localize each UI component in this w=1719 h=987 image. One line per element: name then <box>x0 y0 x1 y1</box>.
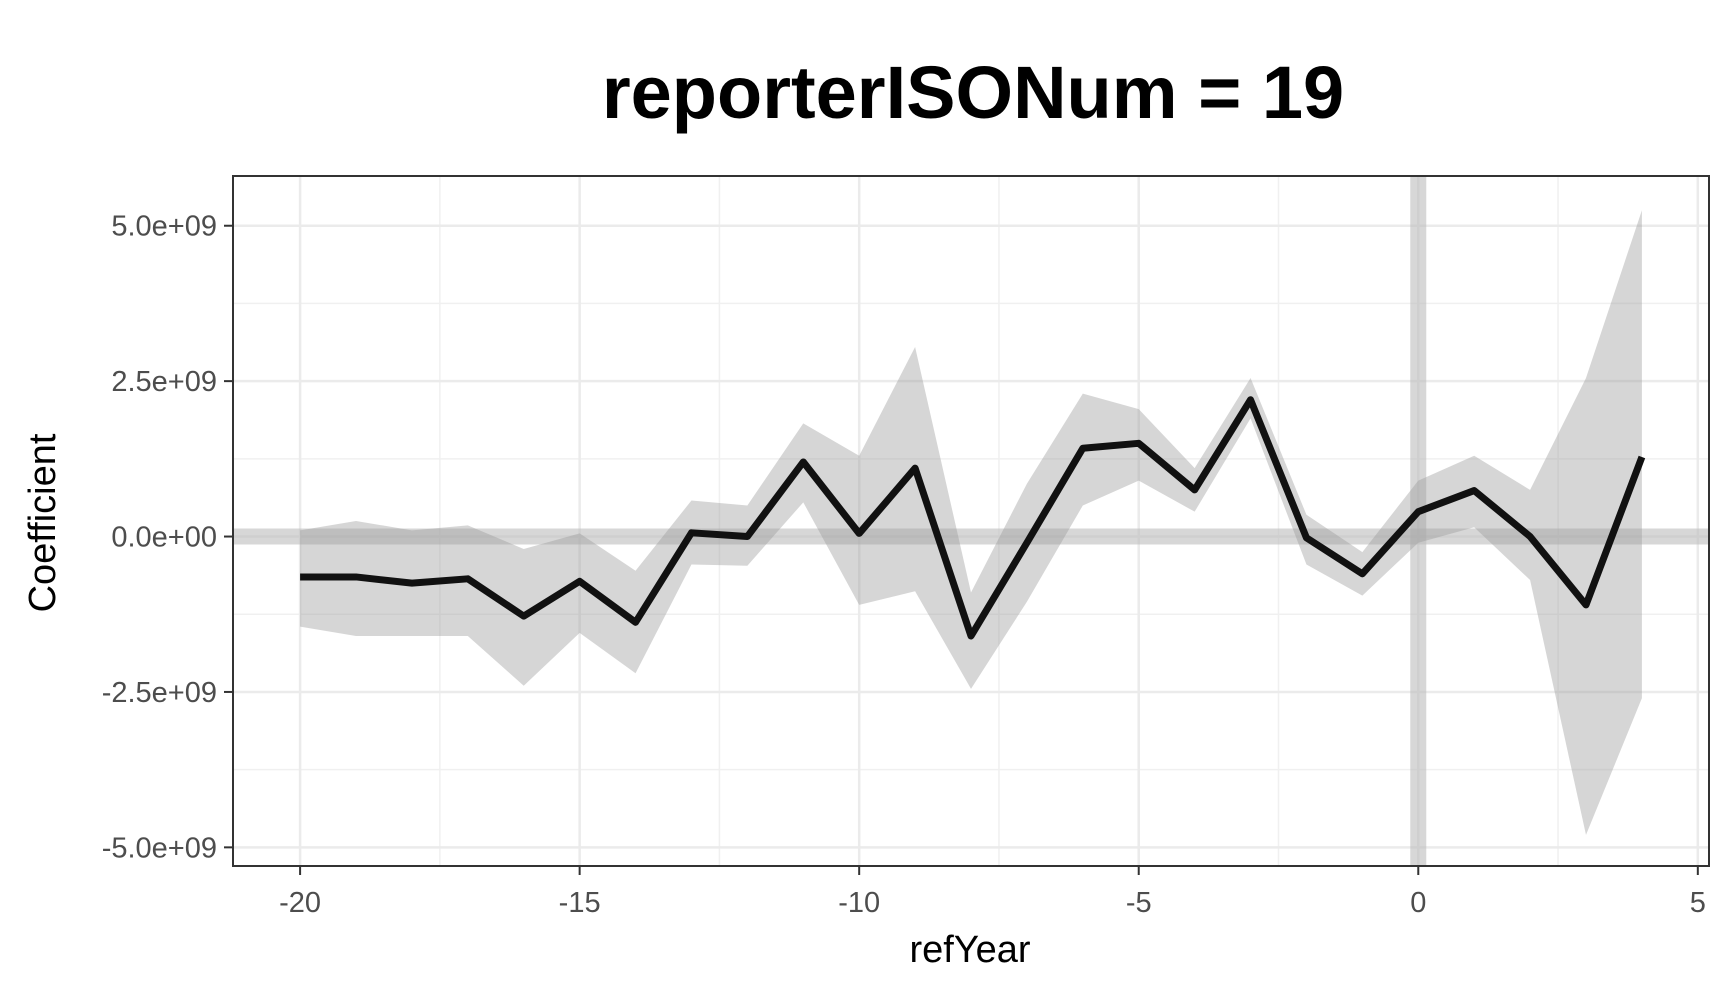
x-tick-label: 5 <box>1690 887 1706 919</box>
x-tick-label: -5 <box>1126 887 1152 919</box>
y-tick-label: 2.5e+09 <box>111 366 217 398</box>
y-tick-label: 0.0e+00 <box>111 522 217 554</box>
y-tick-label: -5.0e+09 <box>102 832 217 864</box>
x-tick-label: -10 <box>838 887 880 919</box>
plot-panel: -20 -15 -10 -5 0 5 5.0e+09 2.5e+09 0.0e+00 -2.5e+… <box>102 175 1710 919</box>
y-tick-label: 5.0e+09 <box>111 211 217 243</box>
y-tick-label: -2.5e+09 <box>102 677 217 709</box>
x-tick-label: -20 <box>279 887 321 919</box>
panel-border <box>232 175 1710 867</box>
y-axis-title: Coefficient <box>22 433 64 612</box>
chart-title: reporterISONum = 19 <box>602 51 1344 134</box>
coefficient-line <box>300 396 1646 640</box>
x-tick-label: 0 <box>1410 887 1426 919</box>
x-tick-label: -15 <box>559 887 601 919</box>
x-axis-title: refYear <box>909 929 1030 971</box>
